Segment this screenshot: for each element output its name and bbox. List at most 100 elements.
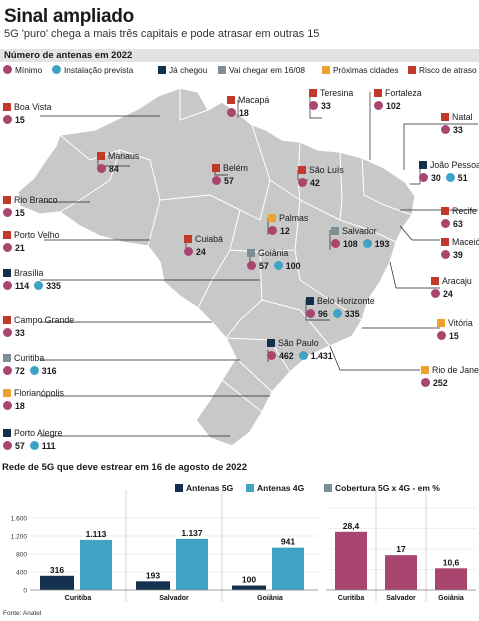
minimo-value: 21 <box>3 243 25 254</box>
minimo-value-dot-icon <box>441 250 450 259</box>
vai-chegar-square-icon <box>218 66 226 74</box>
minimo-value: 462 <box>267 351 294 362</box>
status-square-icon <box>431 277 439 285</box>
instalacao-value: 111 <box>29 441 56 452</box>
x-tick-label: Curitiba <box>338 595 365 602</box>
city-name-text: Florianópolis <box>14 388 64 398</box>
city-label: Porto Alegre 57 111 <box>3 428 62 452</box>
minimo-value: 33 <box>309 101 331 112</box>
status-square-icon <box>374 89 382 97</box>
antenna-values: 57 100 <box>247 261 305 272</box>
antenna-values: 84 <box>97 164 139 175</box>
brazil-map <box>17 87 478 447</box>
antenna-values: 15 <box>3 208 58 219</box>
minimo-value-dot-icon <box>298 178 307 187</box>
status-square-icon <box>3 196 11 204</box>
city-name-text: Maceió <box>452 237 479 247</box>
antenna-values: 57 <box>212 176 248 187</box>
city-label: Aracaju 24 <box>431 276 472 300</box>
city-label: Boa Vista 15 <box>3 102 52 126</box>
city-name-text: Fortaleza <box>385 88 422 98</box>
minimo-value-dot-icon <box>3 401 12 410</box>
city-name-text: São Luís <box>309 165 344 175</box>
minimo-value: 63 <box>441 219 463 230</box>
instalacao-value-dot-icon <box>29 366 39 375</box>
city-label: Belém 57 <box>212 163 248 187</box>
city-name-text: Rio de Janeiro <box>432 365 479 375</box>
legend-4g: Antenas 4G <box>246 483 304 493</box>
minimo-value-dot-icon <box>212 176 221 185</box>
legend-risco: Risco de atraso <box>408 65 477 75</box>
bar-value-label: 100 <box>242 575 256 585</box>
minimo-value: 39 <box>441 250 463 261</box>
city-name: Recife <box>441 206 477 217</box>
antenna-values: 72 316 <box>3 366 61 377</box>
city-name-text: São Paulo <box>278 338 319 348</box>
y-tick-label: 800 <box>16 552 27 559</box>
status-square-icon <box>441 207 449 215</box>
y-tick-label: 1.600 <box>11 516 28 523</box>
city-label: Curitiba 72 316 <box>3 353 61 377</box>
minimo-value-dot-icon <box>184 247 193 256</box>
city-name: João Pessoa <box>419 160 479 171</box>
city-name: Campo Grande <box>3 315 74 326</box>
x-tick-label: Curitiba <box>65 595 92 602</box>
city-name-text: Manaus <box>108 151 140 161</box>
city-name: Porto Alegre <box>3 428 62 439</box>
antenna-values: 33 <box>441 125 473 136</box>
antenna-values: 30 51 <box>419 173 479 184</box>
y-tick-label: 400 <box>16 570 27 577</box>
bar-value-label: 316 <box>50 565 64 575</box>
legend-minimo: Mínimo <box>3 65 42 75</box>
bar-value-label: 10,6 <box>443 557 460 567</box>
minimo-value-dot-icon <box>419 173 428 182</box>
coverage-chart-title: Cobertura 5G x 4G - em % <box>324 483 440 493</box>
instalacao-value-dot-icon <box>298 351 308 360</box>
status-square-icon <box>3 103 11 111</box>
page-subtitle: 5G 'puro' chega a mais três capitais e p… <box>4 28 320 40</box>
status-square-icon <box>267 339 275 347</box>
antenna-values: 18 <box>3 401 64 412</box>
city-name: Rio Branco <box>3 195 58 206</box>
status-square-icon <box>298 166 306 174</box>
legend-4g-label: Antenas 4G <box>257 483 305 493</box>
legend-5g: Antenas 5G <box>175 483 233 493</box>
status-square-icon <box>97 152 105 160</box>
leader-lines <box>40 92 478 437</box>
minimo-value: 15 <box>3 115 25 126</box>
antenna-values: 18 <box>227 108 269 119</box>
city-name: Brasília <box>3 268 66 279</box>
legend-5g-label: Antenas 5G <box>186 483 234 493</box>
city-name: Teresina <box>309 88 353 99</box>
risco-square-icon <box>408 66 416 74</box>
antenna-values: 15 <box>3 115 52 126</box>
minimo-value: 114 <box>3 281 29 292</box>
y-tick-label: 1.200 <box>11 534 28 541</box>
antenna-values: 42 <box>298 178 344 189</box>
status-square-icon <box>437 319 445 327</box>
coverage-bar <box>435 568 467 590</box>
bar-4g <box>272 547 304 590</box>
minimo-value: 18 <box>227 108 249 119</box>
minimo-value: 102 <box>374 101 401 112</box>
city-label: Recife 63 <box>441 206 477 230</box>
city-name: Porto Velho <box>3 230 59 241</box>
city-name-text: Cuiabá <box>195 234 223 244</box>
x-tick-label: Goiânia <box>257 595 283 602</box>
city-name: Curitiba <box>3 353 61 364</box>
bar-value-label: 1.113 <box>86 529 107 539</box>
city-name: Belo Horizonte <box>306 296 375 307</box>
city-name: Cuiabá <box>184 234 223 245</box>
status-square-icon <box>268 214 276 222</box>
city-label: Belo Horizonte 96 335 <box>306 296 375 320</box>
status-square-icon <box>441 113 449 121</box>
antenna-values: 39 <box>441 250 479 261</box>
bar-5g <box>40 575 74 590</box>
minimo-value: 252 <box>421 378 448 389</box>
status-square-icon <box>3 231 11 239</box>
minimo-value: 24 <box>431 289 453 300</box>
city-name-text: Brasília <box>14 268 44 278</box>
status-square-icon <box>421 366 429 374</box>
instalacao-value-dot-icon <box>34 281 44 290</box>
bar-value-label: 941 <box>281 537 295 547</box>
